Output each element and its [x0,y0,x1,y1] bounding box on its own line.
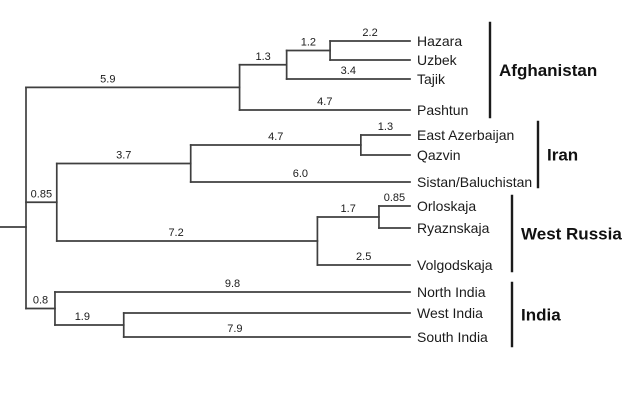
leaf-label: Tajik [417,71,446,87]
branch-length-label: 7.9 [227,323,242,335]
branch-length-label: 4.7 [317,96,332,108]
leaf-label: Pashtun [417,102,468,118]
group-label: India [521,306,561,325]
branch-length-label: 1.3 [255,51,270,63]
leaf-label: South India [417,329,488,345]
leaf-label: Orloskaja [417,198,476,214]
leaf-label: Sistan/Baluchistan [417,174,532,190]
branch-length-label: 2.2 [362,27,377,39]
leaf-label: North India [417,284,486,300]
branch-length-label: 6.0 [293,168,308,180]
branch-length-label: 5.9 [100,73,115,85]
branch-length-label: 7.2 [168,227,183,239]
group-label: Iran [547,146,578,165]
branch-length-label: 1.3 [378,121,393,133]
branch-length-label: 3.4 [341,65,356,77]
leaf-label: Volgodskaja [417,257,493,273]
branch-length-label: 0.8 [33,295,48,307]
group-label: Afghanistan [499,61,597,80]
branch-length-label: 9.8 [225,278,240,290]
leaf-label: Qazvin [417,147,461,163]
branch-length-label: 0.85 [31,188,52,200]
leaf-label: West India [417,305,483,321]
branch-length-label: 1.2 [301,37,316,49]
leaf-label: Uzbek [417,52,458,68]
leaf-label: Hazara [417,33,462,49]
branch-length-label: 1.9 [75,311,90,323]
branch-length-label: 0.85 [384,192,405,204]
branch-length-label: 1.7 [341,203,356,215]
branch-length-label: 3.7 [116,150,131,162]
group-label: West Russia [521,225,622,244]
leaf-label: Ryaznskaja [417,220,490,236]
branch-length-label: 4.7 [268,131,283,143]
branch-length-label: 2.5 [356,251,371,263]
leaf-label: East Azerbaijan [417,127,514,143]
